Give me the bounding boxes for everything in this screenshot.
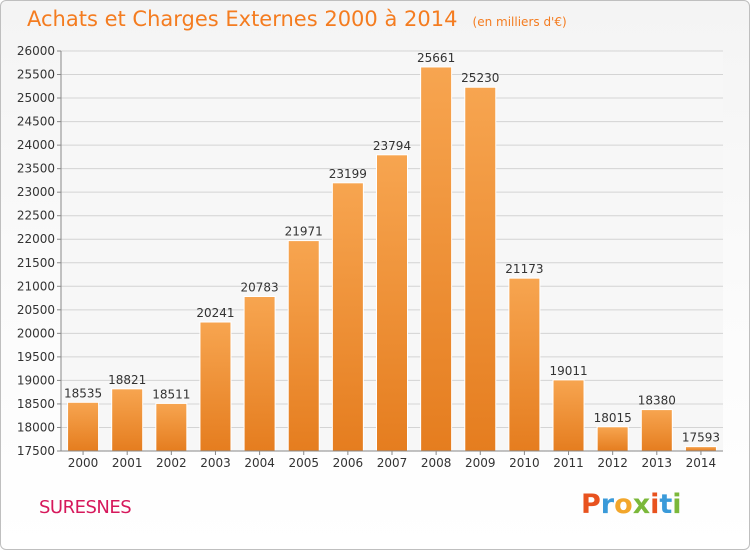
y-tick-label: 19000: [17, 373, 55, 387]
y-tick-label: 23000: [17, 185, 55, 199]
value-label: 18511: [152, 387, 190, 401]
value-label: 18821: [108, 373, 146, 387]
bar-2011: [552, 379, 585, 452]
value-label: 23199: [329, 167, 367, 181]
y-tick-label: 21000: [17, 279, 55, 293]
x-tick-label: 2014: [686, 456, 717, 470]
x-tick-label: 2006: [333, 456, 364, 470]
x-tick-label: 2001: [112, 456, 143, 470]
x-tick-label: 2007: [377, 456, 408, 470]
bar-2007: [376, 154, 408, 452]
logo-letter: i: [650, 489, 660, 520]
chart-title: Achats et Charges Externes 2000 à 2014: [27, 7, 458, 31]
value-label: 21173: [505, 262, 543, 276]
chart-subtitle: (en milliers d'€): [472, 15, 567, 29]
bar-2006: [331, 182, 364, 452]
y-tick-label: 22000: [17, 232, 55, 246]
x-tick-label: 2002: [156, 456, 187, 470]
proxiti-logo[interactable]: Proxiti: [581, 489, 682, 520]
value-label: 18015: [594, 411, 632, 425]
value-label: 25661: [417, 51, 455, 65]
y-tick-label: 26000: [17, 44, 55, 58]
logo-letter: x: [632, 489, 651, 520]
logo-letter: r: [600, 489, 615, 520]
x-tick-label: 2005: [288, 456, 319, 470]
bar-2004: [243, 296, 276, 452]
bar-2009: [464, 86, 497, 452]
x-tick-label: 2003: [200, 456, 231, 470]
title-row: Achats et Charges Externes 2000 à 2014 (…: [27, 7, 567, 31]
bar-2010: [508, 277, 541, 452]
bar-2012: [596, 426, 629, 452]
bar-2014: [684, 446, 717, 452]
logo-letter: P: [581, 489, 601, 520]
bar-2001: [111, 388, 144, 452]
y-tick-label: 18000: [17, 420, 55, 434]
x-tick-label: 2011: [553, 456, 584, 470]
logo-letter: t: [659, 489, 673, 520]
value-label: 21971: [285, 225, 323, 239]
y-tick-label: 20000: [17, 326, 55, 340]
y-tick-label: 25000: [17, 91, 55, 105]
value-label: 18535: [64, 386, 102, 400]
bars-layer: [67, 66, 717, 452]
value-label: 25230: [461, 71, 499, 85]
x-tick-label: 2012: [597, 456, 628, 470]
bar-2013: [640, 409, 673, 452]
value-label: 17593: [682, 431, 720, 445]
bar-2008: [420, 66, 453, 452]
y-tick-label: 22500: [17, 209, 55, 223]
y-tick-label: 18500: [17, 397, 55, 411]
y-tick-label: 21500: [17, 256, 55, 270]
value-label: 23794: [373, 139, 411, 153]
logo-letter: i: [672, 489, 682, 520]
x-tick-label: 2009: [465, 456, 496, 470]
y-tick-label: 20500: [17, 303, 55, 317]
x-tick-label: 2013: [642, 456, 673, 470]
value-label: 18380: [638, 394, 676, 408]
bar-2003: [199, 321, 232, 452]
bar-2005: [287, 240, 320, 452]
x-tick-label: 2004: [244, 456, 275, 470]
value-label: 20783: [241, 281, 279, 295]
bar-2000: [67, 401, 100, 452]
value-label: 19011: [549, 364, 587, 378]
bar-2002: [155, 402, 188, 452]
y-tick-label: 17500: [17, 444, 55, 458]
axis-layer: 17500 18000 18500 19000 19500 20000 20500 21000…: [17, 44, 723, 470]
x-tick-label: 2010: [509, 456, 540, 470]
y-tick-label: 24000: [17, 138, 55, 152]
labels-layer: 18535 18821 18511 20241 20783 21971 23199 23794…: [64, 51, 720, 445]
logo-letter: o: [614, 489, 633, 520]
y-tick-label: 25500: [17, 68, 55, 82]
city-name: SURESNES: [39, 497, 132, 518]
y-tick-label: 24500: [17, 115, 55, 129]
x-tick-label: 2008: [421, 456, 452, 470]
value-label: 20241: [196, 306, 234, 320]
y-tick-label: 19500: [17, 350, 55, 364]
y-tick-label: 23500: [17, 162, 55, 176]
x-tick-label: 2000: [68, 456, 99, 470]
